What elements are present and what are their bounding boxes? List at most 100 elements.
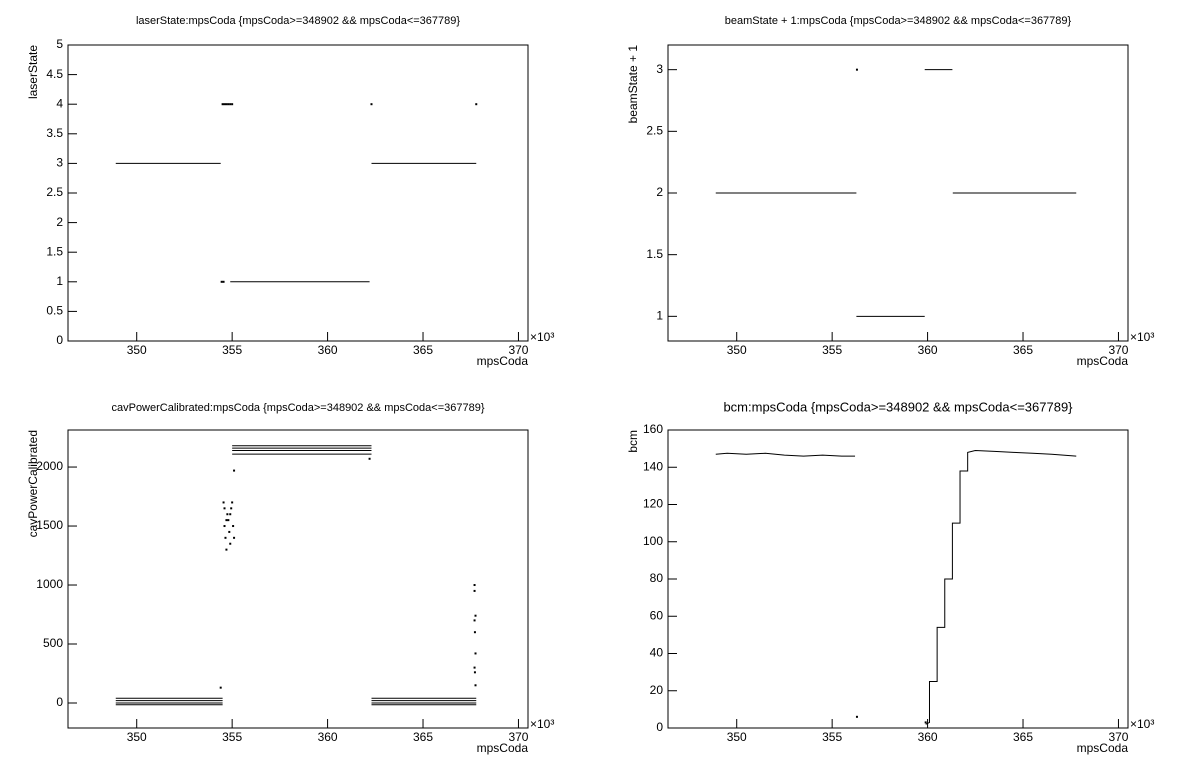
x-axis-label: mpsCoda <box>477 741 529 755</box>
x-tick-label: 365 <box>413 730 433 744</box>
y-tick-label: 40 <box>650 646 664 660</box>
data-line <box>115 445 477 706</box>
x-tick-label: 350 <box>727 343 747 357</box>
data-point <box>473 631 476 634</box>
x-tick-label: 360 <box>918 343 938 357</box>
data-point <box>229 542 232 545</box>
data-point <box>221 103 224 106</box>
x-axis-label: mpsCoda <box>1077 354 1129 368</box>
data-point <box>474 684 477 687</box>
data-point <box>855 68 858 71</box>
data-point <box>220 280 223 283</box>
x-tick-label: 360 <box>318 343 338 357</box>
y-tick-label: 0 <box>656 720 663 734</box>
data-point <box>222 280 225 283</box>
x-tick-label: 355 <box>222 730 242 744</box>
y-tick-label: 4.5 <box>46 67 63 81</box>
y-tick-label: 500 <box>43 636 63 650</box>
data-point <box>924 721 927 724</box>
chart-title: bcm:mpsCoda {mpsCoda>=348902 && mpsCoda<… <box>723 399 1073 414</box>
data-point <box>228 530 231 533</box>
x-tick-label: 360 <box>918 730 938 744</box>
data-point <box>227 103 230 106</box>
y-axis-label: laserState <box>26 45 40 99</box>
y-axis-label: cavPowerCalibrated <box>26 430 40 537</box>
y-tick-label: 5 <box>56 37 63 51</box>
data-point <box>232 525 235 528</box>
x-tick-label: 370 <box>508 730 528 744</box>
data-point <box>229 513 232 516</box>
x-tick-label: 365 <box>1013 730 1033 744</box>
y-tick-label: 20 <box>650 683 664 697</box>
y-tick-label: 0 <box>56 695 63 709</box>
data-point <box>473 584 476 587</box>
x-tick-label: 355 <box>822 343 842 357</box>
y-tick-label: 2.5 <box>46 185 63 199</box>
x-tick-label: 350 <box>727 730 747 744</box>
plot-frame <box>667 429 1129 729</box>
data-point <box>473 589 476 592</box>
x-tick-label: 370 <box>1108 343 1128 357</box>
x-tick-label: 365 <box>413 343 433 357</box>
data-line <box>715 69 1077 317</box>
y-tick-label: 120 <box>643 497 663 511</box>
data-point <box>223 507 226 510</box>
y-tick-label: 2000 <box>36 459 63 473</box>
y-tick-label: 60 <box>650 608 664 622</box>
x-exponent: ×10³ <box>1130 717 1154 731</box>
data-point <box>368 457 371 460</box>
y-tick-label: 3.5 <box>46 126 63 140</box>
x-axis-label: mpsCoda <box>477 354 529 368</box>
chart-title: cavPowerCalibrated:mpsCoda {mpsCoda>=348… <box>111 402 484 414</box>
y-tick-label: 100 <box>643 534 663 548</box>
y-tick-label: 0.5 <box>46 304 63 318</box>
data-point <box>370 103 373 106</box>
data-point <box>229 103 232 106</box>
data-point <box>474 652 477 655</box>
y-tick-label: 1500 <box>36 518 63 532</box>
y-axis-label: bcm <box>626 430 640 453</box>
y-tick-label: 2 <box>56 215 63 229</box>
y-tick-label: 4 <box>56 96 63 110</box>
y-tick-label: 160 <box>643 422 663 436</box>
data-point <box>231 103 234 106</box>
chart-title: laserState:mpsCoda {mpsCoda>=348902 && m… <box>136 15 460 27</box>
x-exponent: ×10³ <box>530 717 554 731</box>
y-tick-label: 1.5 <box>46 244 63 258</box>
x-tick-label: 370 <box>1108 730 1128 744</box>
y-tick-label: 2 <box>656 185 663 199</box>
x-exponent: ×10³ <box>1130 330 1154 344</box>
data-point <box>233 536 236 539</box>
y-tick-label: 3 <box>56 156 63 170</box>
data-point <box>473 666 476 669</box>
y-tick-label: 1.5 <box>646 247 663 261</box>
data-point <box>219 686 222 689</box>
data-point <box>473 619 476 622</box>
data-point <box>224 536 227 539</box>
y-tick-label: 80 <box>650 571 664 585</box>
y-tick-label: 140 <box>643 459 663 473</box>
y-axis-label: beamState + 1 <box>626 45 640 124</box>
data-point <box>855 715 858 718</box>
data-point <box>233 469 236 472</box>
x-tick-label: 360 <box>318 730 338 744</box>
x-tick-label: 350 <box>127 730 147 744</box>
data-point <box>231 501 234 504</box>
data-line <box>115 162 477 283</box>
data-point <box>225 103 228 106</box>
y-tick-label: 1 <box>656 309 663 323</box>
y-tick-label: 1000 <box>36 577 63 591</box>
y-tick-label: 1 <box>56 274 63 288</box>
x-tick-label: 350 <box>127 343 147 357</box>
chart-title: beamState + 1:mpsCoda {mpsCoda>=348902 &… <box>725 15 1072 27</box>
y-tick-label: 2.5 <box>646 124 663 138</box>
data-point <box>223 103 226 106</box>
y-tick-label: 3 <box>656 62 663 76</box>
data-point <box>473 671 476 674</box>
data-point <box>474 614 477 617</box>
plot-frame <box>67 429 529 729</box>
data-point <box>227 519 230 522</box>
data-point <box>225 519 228 522</box>
x-tick-label: 355 <box>822 730 842 744</box>
data-point <box>223 525 226 528</box>
